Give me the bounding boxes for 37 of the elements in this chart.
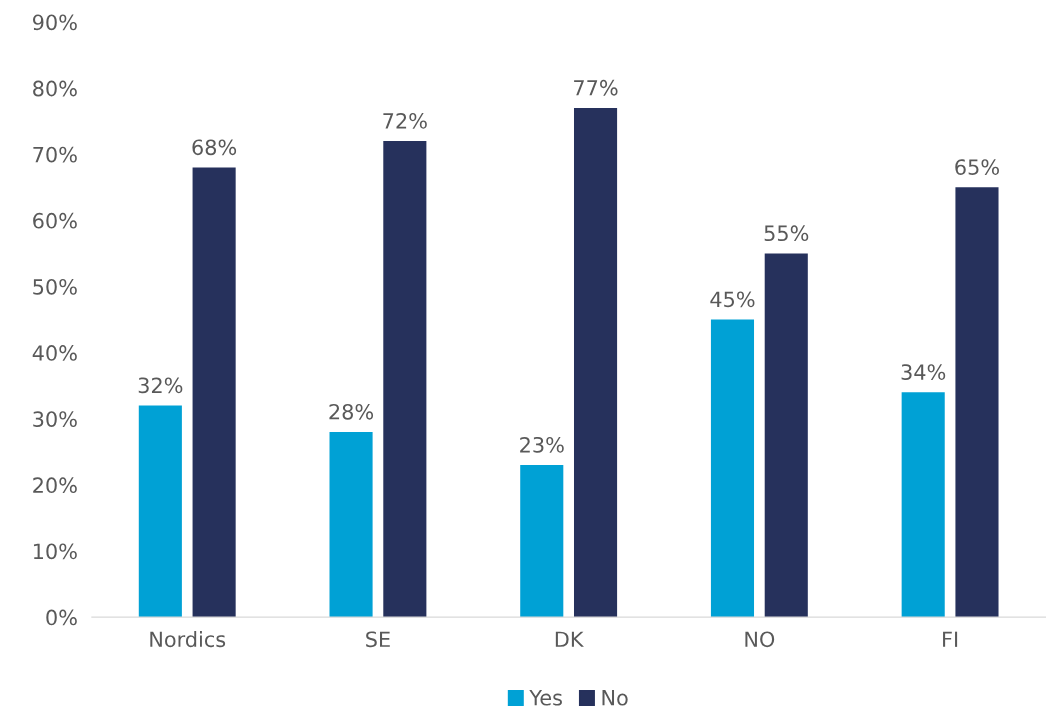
- x-tick-label: FI: [943, 631, 958, 647]
- bar: [192, 167, 236, 618]
- bar: [138, 405, 182, 618]
- y-tick-label: 90%: [32, 14, 77, 31]
- bar: [764, 253, 808, 618]
- y-tick-label: 70%: [33, 146, 77, 163]
- data-label: 65%: [955, 159, 999, 175]
- legend-label: No: [602, 690, 628, 706]
- bar: [329, 432, 373, 618]
- bar: [901, 392, 945, 618]
- data-label: 45%: [710, 291, 755, 308]
- y-tick-label: 30%: [33, 411, 77, 427]
- y-tick-label: 10%: [33, 543, 77, 560]
- data-label: 28%: [329, 403, 374, 420]
- bar: [574, 108, 618, 618]
- y-tick-label: 50%: [33, 278, 77, 295]
- x-tick-label: SE: [366, 631, 390, 648]
- y-tick-label: 60%: [33, 212, 77, 229]
- data-label: 34%: [901, 364, 946, 380]
- x-tick-label: DK: [555, 631, 584, 647]
- data-label: 77%: [574, 79, 618, 96]
- data-label: 72%: [383, 112, 427, 129]
- y-tick-label: 40%: [32, 345, 77, 361]
- bar: [383, 141, 427, 618]
- data-label: 68%: [192, 139, 237, 156]
- data-label: 55%: [764, 225, 809, 242]
- legend-label: Yes: [529, 690, 562, 706]
- data-label: 32%: [138, 377, 183, 394]
- bar: [710, 319, 755, 618]
- x-tick-label: Nordics: [150, 631, 226, 648]
- bar: [955, 187, 999, 618]
- bar: [520, 465, 564, 618]
- y-tick-label: 0%: [46, 609, 77, 626]
- data-label: 23%: [520, 436, 564, 453]
- x-tick-label: NO: [745, 631, 775, 648]
- y-tick-label: 80%: [33, 80, 77, 97]
- y-tick-label: 20%: [33, 477, 77, 494]
